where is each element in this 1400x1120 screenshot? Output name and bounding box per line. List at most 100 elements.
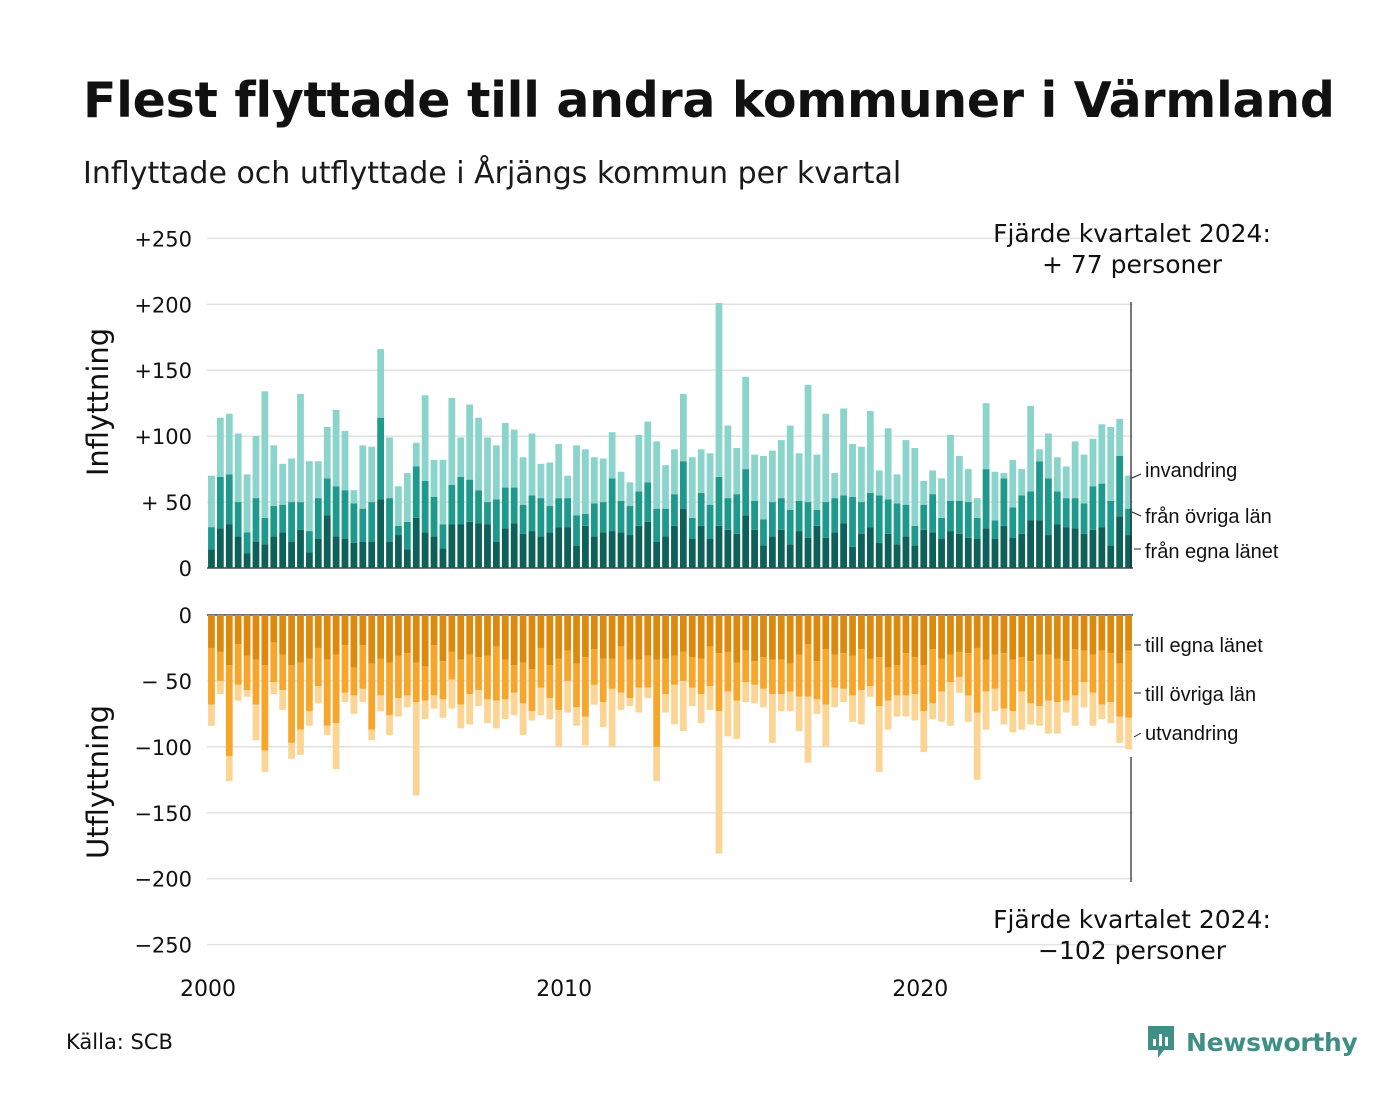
- bar-in_egna-18: [368, 541, 376, 568]
- bar-ut_utvandring-30: [475, 690, 482, 706]
- x-tick-labels: 2000 2010 2020: [180, 977, 948, 1002]
- bar-ut_ovriga-99: [1089, 654, 1097, 693]
- bar-ut_ovriga-66: [795, 654, 803, 697]
- bar-in_invandring-14: [332, 409, 340, 487]
- series-label-fran-ovriga-lan: från övriga län: [1145, 506, 1272, 528]
- bar-in_invandring-92: [1027, 405, 1034, 492]
- bar-ut_utvandring-11: [306, 711, 313, 726]
- bar-ut_utvandring-52: [671, 684, 678, 725]
- bar-ut_utvandring-64: [777, 694, 785, 712]
- bar-in_invandring-2: [225, 413, 233, 475]
- bar-ut_egna-4: [243, 615, 251, 656]
- bar-ut_egna-81: [929, 615, 937, 650]
- bar-in_ovriga-92: [1027, 491, 1034, 521]
- bar-in_invandring-77: [893, 474, 901, 504]
- bar-ut_egna-68: [813, 615, 821, 662]
- bar-in_invandring-59: [733, 448, 741, 495]
- bar-ut_egna-80: [920, 615, 928, 666]
- bar-ut_ovriga-62: [760, 657, 767, 689]
- bar-ut_utvandring-59: [733, 700, 741, 739]
- series-labels: invandring från övriga län från egna län…: [1131, 460, 1279, 745]
- bar-in_ovriga-5: [252, 498, 260, 542]
- bar-ut_ovriga-51: [662, 658, 669, 695]
- newsworthy-logo[interactable]: Newsworthy: [1146, 1024, 1358, 1060]
- bar-in_ovriga-65: [786, 509, 794, 545]
- bar-ut_egna-39: [555, 615, 563, 659]
- bar-ut_egna-59: [733, 615, 741, 663]
- bar-in_ovriga-23: [412, 466, 420, 518]
- leader-ovriga: [1131, 511, 1142, 517]
- bar-ut_ovriga-46: [617, 646, 625, 693]
- bar-in_egna-71: [840, 523, 848, 568]
- bar-ut_ovriga-82: [938, 658, 945, 692]
- bar-ut_egna-52: [671, 615, 678, 656]
- bar-in_ovriga-44: [599, 502, 607, 533]
- bar-in_ovriga-7: [270, 506, 278, 537]
- y-axis-label-utflyttning: Utflyttning: [81, 705, 115, 859]
- bar-in_egna-88: [991, 538, 999, 568]
- bar-in_invandring-87: [982, 403, 990, 470]
- y-tick-inflyttning-1: + 50: [141, 491, 192, 515]
- bar-ut_utvandring-102: [1116, 716, 1124, 743]
- bar-in_invandring-40: [564, 475, 571, 499]
- bar-in_ovriga-34: [510, 487, 518, 524]
- bar-in_invandring-23: [412, 442, 420, 467]
- bar-in_ovriga-70: [831, 498, 839, 533]
- bar-in_ovriga-21: [395, 525, 402, 536]
- bar-in_ovriga-53: [679, 461, 687, 509]
- bar-in_egna-73: [858, 533, 865, 568]
- bar-in_ovriga-68: [813, 509, 821, 526]
- bar-in_ovriga-55: [697, 492, 705, 526]
- bar-in_egna-92: [1027, 520, 1034, 568]
- bar-in_invandring-21: [395, 486, 402, 526]
- bar-ut_utvandring-81: [929, 703, 937, 720]
- bar-ut_egna-71: [840, 615, 848, 654]
- bar-in_egna-28: [457, 524, 465, 568]
- bar-in_ovriga-60: [742, 469, 750, 516]
- bar-in_ovriga-1: [216, 477, 224, 529]
- bar-ut_utvandring-28: [457, 704, 465, 729]
- bar-ut_ovriga-71: [840, 653, 848, 689]
- bar-in_egna-12: [314, 538, 322, 568]
- bar-ut_egna-83: [947, 615, 954, 655]
- bar-ut_egna-25: [430, 615, 438, 646]
- bar-in_ovriga-4: [243, 532, 251, 554]
- bar-in_ovriga-74: [866, 492, 874, 528]
- bar-in_egna-45: [608, 531, 616, 568]
- bar-ut_egna-47: [626, 615, 634, 660]
- bar-ut_egna-95: [1053, 615, 1061, 659]
- bar-ut_egna-99: [1089, 615, 1097, 655]
- bar-ut_utvandring-33: [501, 699, 509, 720]
- bar-ut_egna-31: [484, 615, 491, 656]
- bar-ut_utvandring-6: [261, 750, 269, 772]
- bar-ut_egna-0: [208, 615, 215, 648]
- bar-ut_utvandring-0: [208, 704, 215, 726]
- bar-in_egna-74: [866, 527, 874, 568]
- bar-ut_ovriga-57: [715, 653, 723, 712]
- bar-ut_ovriga-42: [582, 657, 589, 717]
- bar-in_egna-32: [492, 541, 500, 568]
- bar-ut_egna-34: [510, 615, 518, 666]
- bar-ut_utvandring-62: [760, 688, 767, 708]
- bar-in_invandring-83: [947, 434, 954, 501]
- bar-ut_ovriga-26: [439, 661, 447, 700]
- bars-utflyttning: [208, 615, 1132, 854]
- bar-in_ovriga-8: [279, 504, 287, 533]
- bars-inflyttning: [208, 302, 1132, 568]
- bar-ut_egna-5: [252, 615, 260, 660]
- bar-ut_ovriga-38: [546, 665, 554, 699]
- bar-ut_egna-38: [546, 615, 554, 666]
- bar-ut_ovriga-80: [920, 665, 928, 712]
- bar-ut_utvandring-23: [412, 702, 420, 796]
- bar-ut_egna-16: [350, 615, 358, 668]
- bar-in_invandring-91: [1018, 469, 1026, 496]
- bar-in_ovriga-77: [893, 503, 901, 545]
- bar-ut_egna-20: [386, 615, 393, 663]
- bar-ut_utvandring-2: [225, 756, 233, 782]
- bar-in_ovriga-22: [403, 521, 411, 550]
- bar-in_invandring-71: [840, 408, 848, 496]
- bar-ut_ovriga-27: [448, 651, 456, 680]
- bar-ut_utvandring-53: [679, 680, 687, 732]
- bar-in_invandring-6: [261, 391, 269, 518]
- bar-ut_utvandring-100: [1098, 704, 1106, 720]
